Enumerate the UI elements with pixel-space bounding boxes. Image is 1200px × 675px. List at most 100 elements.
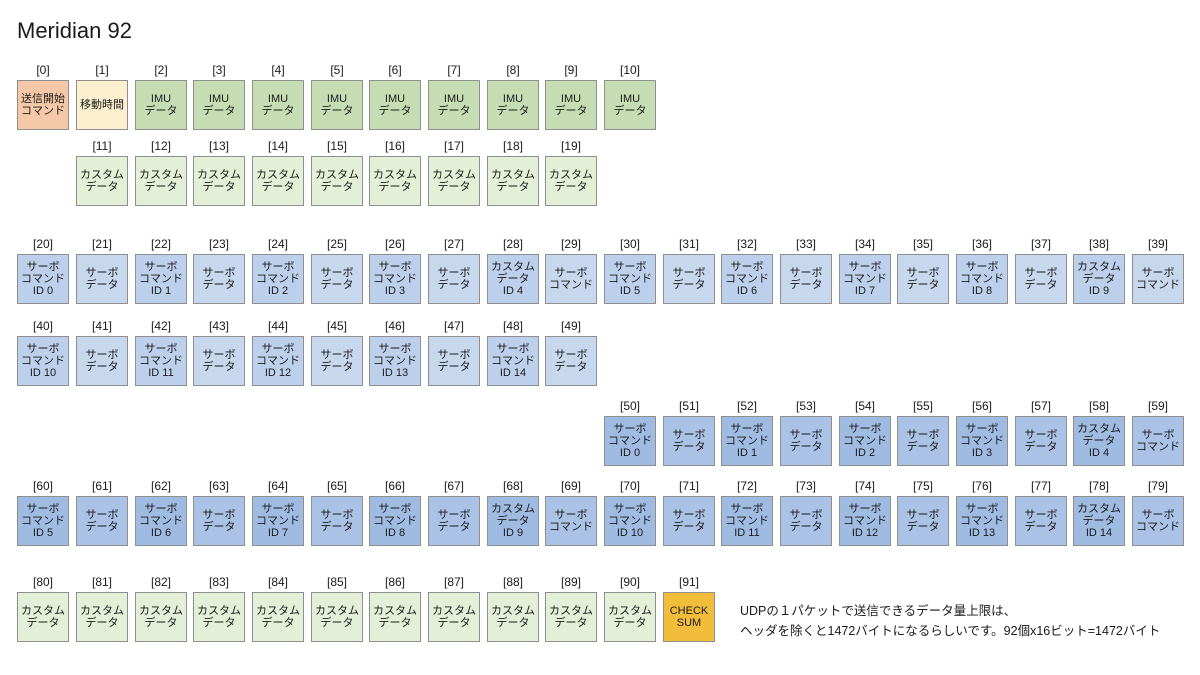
packet-cell-index: [74] [854,479,875,493]
packet-cell-box: サーボ コマンド ID 7 [839,254,891,304]
packet-cell-box: サーボ コマンド ID 6 [135,496,187,546]
packet-cell: [55] サーボ データ [897,398,949,466]
packet-cell-index: [70] [619,479,640,493]
packet-cell-box: CHECK SUM [663,592,715,642]
packet-cell: [40] サーボ コマンド ID 10 [17,318,69,386]
packet-cell-index: [63] [208,479,229,493]
packet-cell: [4] IMU データ [252,62,304,130]
packet-cell: [84] カスタム データ [252,574,304,642]
packet-cell-index: [72] [736,479,757,493]
packet-cell: [38] カスタム データ ID 9 [1073,236,1125,304]
packet-cell: [34] サーボ コマンド ID 7 [839,236,891,304]
packet-cell: [53] サーボ データ [780,398,832,466]
packet-cell: [29] サーボ コマンド [545,236,597,304]
packet-cell-box: サーボ コマンド ID 8 [369,496,421,546]
packet-cell: [66] サーボ コマンド ID 8 [369,478,421,546]
packet-cell-box: サーボ データ [780,416,832,466]
packet-cell-box: サーボ コマンド [1132,496,1184,546]
packet-cell: [8] IMU データ [487,62,539,130]
packet-cell: [35] サーボ データ [897,236,949,304]
packet-cell-index: [32] [736,237,757,251]
packet-cell-index: [8] [506,63,520,77]
packet-cell-box: カスタム データ ID 4 [1073,416,1125,466]
packet-cell-index: [52] [736,399,757,413]
packet-cell-box: サーボ データ [897,496,949,546]
packet-cell: [82] カスタム データ [135,574,187,642]
packet-cell-box: カスタム データ [135,592,187,642]
packet-cell: [76] サーボ コマンド ID 13 [956,478,1008,546]
packet-cell-box: カスタム データ [76,156,128,206]
packet-cell-index: [2] [154,63,168,77]
packet-cell-box: サーボ データ [663,496,715,546]
packet-cell-index: [57] [1030,399,1051,413]
packet-cell-index: [53] [795,399,816,413]
packet-cell-box: サーボ コマンド ID 0 [17,254,69,304]
packet-cell-index: [69] [560,479,581,493]
packet-cell-box: カスタム データ [76,592,128,642]
packet-cell-index: [58] [1088,399,1109,413]
packet-cell-index: [5] [330,63,344,77]
packet-cell-box: サーボ データ [1015,496,1067,546]
packet-cell: [52] サーボ コマンド ID 1 [721,398,773,466]
packet-cell-index: [16] [384,139,405,153]
packet-cell-index: [15] [326,139,347,153]
packet-cell-index: [20] [32,237,53,251]
packet-cell: [11] カスタム データ [76,138,128,206]
packet-cell-index: [7] [447,63,461,77]
packet-cell-box: サーボ データ [780,496,832,546]
packet-cell: [31] サーボ データ [663,236,715,304]
packet-cell-box: サーボ データ [311,336,363,386]
packet-cell: [23] サーボ データ [193,236,245,304]
packet-cell-box: サーボ コマンド ID 2 [252,254,304,304]
packet-cell: [50] サーボ コマンド ID 0 [604,398,656,466]
packet-cell-index: [60] [32,479,53,493]
packet-cell-index: [90] [619,575,640,589]
packet-cell: [14] カスタム データ [252,138,304,206]
packet-cell-box: カスタム データ ID 9 [1073,254,1125,304]
packet-cell: [48] サーボ コマンド ID 14 [487,318,539,386]
packet-cell-box: サーボ コマンド ID 1 [135,254,187,304]
packet-cell-box: サーボ コマンド ID 5 [17,496,69,546]
packet-cell: [20] サーボ コマンド ID 0 [17,236,69,304]
packet-cell-box: カスタム データ [193,156,245,206]
packet-cell-box: カスタム データ [428,156,480,206]
packet-cell-box: サーボ データ [780,254,832,304]
packet-cell-index: [73] [795,479,816,493]
packet-cell-box: サーボ コマンド ID 12 [252,336,304,386]
packet-cell-index: [48] [502,319,523,333]
packet-cell: [44] サーボ コマンド ID 12 [252,318,304,386]
packet-cell: [71] サーボ データ [663,478,715,546]
packet-cell-index: [54] [854,399,875,413]
packet-cell-index: [77] [1030,479,1051,493]
packet-cell-box: サーボ コマンド ID 11 [135,336,187,386]
packet-cell-box: サーボ データ [193,254,245,304]
packet-cell-index: [67] [443,479,464,493]
packet-cell-box: サーボ データ [193,496,245,546]
packet-cell: [19] カスタム データ [545,138,597,206]
packet-cell-box: サーボ データ [428,254,480,304]
packet-cell-index: [66] [384,479,405,493]
packet-cell-box: サーボ コマンド ID 6 [721,254,773,304]
note-line-2: ヘッダを除くと1472バイトになるらしいです。92個x16ビット=1472バイト [740,624,1161,638]
packet-cell: [70] サーボ コマンド ID 10 [604,478,656,546]
packet-cell-index: [51] [678,399,699,413]
packet-cell-box: サーボ コマンド ID 13 [369,336,421,386]
packet-cell-box: 移動時間 [76,80,128,130]
packet-cell-index: [6] [388,63,402,77]
page-title: Meridian 92 [17,18,132,43]
packet-cell-index: [91] [678,575,699,589]
packet-cell: [88] カスタム データ [487,574,539,642]
packet-cell: [3] IMU データ [193,62,245,130]
packet-cell: [86] カスタム データ [369,574,421,642]
packet-cell-box: IMU データ [487,80,539,130]
packet-cell: [6] IMU データ [369,62,421,130]
packet-cell-index: [35] [912,237,933,251]
packet-cell: [91] CHECK SUM [663,574,715,642]
packet-cell-box: サーボ データ [311,496,363,546]
packet-cell-box: サーボ コマンド [1132,416,1184,466]
packet-cell-index: [38] [1088,237,1109,251]
packet-cell: [41] サーボ データ [76,318,128,386]
packet-cell-index: [44] [267,319,288,333]
packet-cell-index: [1] [95,63,109,77]
packet-cell-box: カスタム データ [252,156,304,206]
